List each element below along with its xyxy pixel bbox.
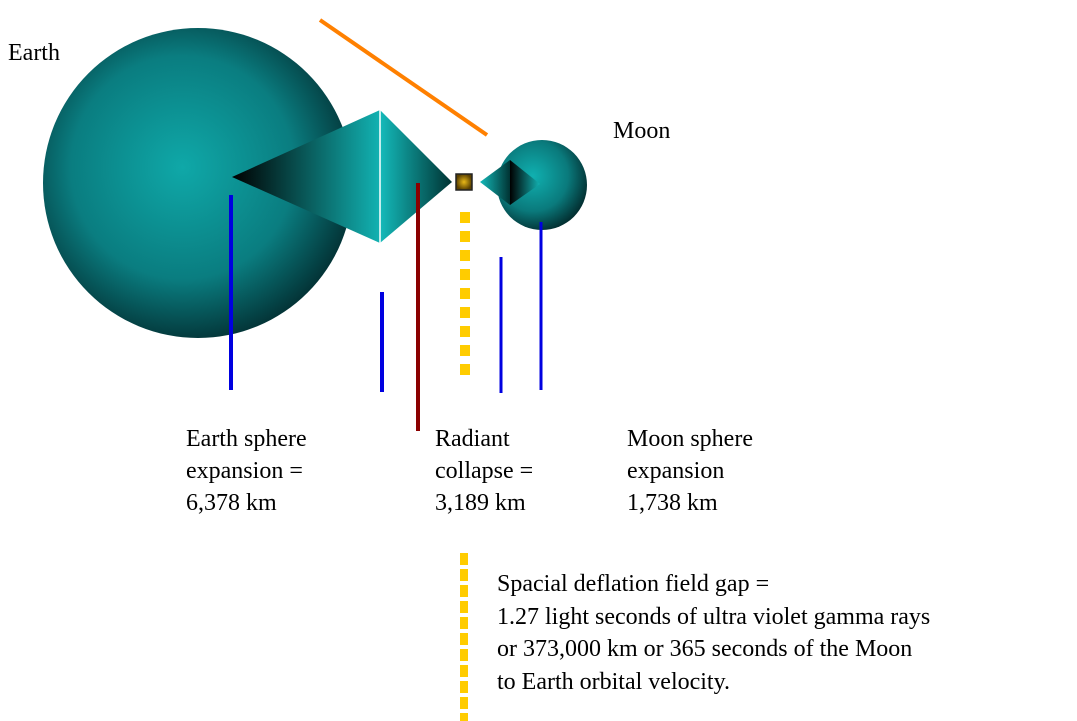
note: to Earth orbital velocity. bbox=[497, 669, 730, 695]
caption: 6,378 km bbox=[186, 490, 277, 516]
caption: Radiant bbox=[435, 426, 510, 452]
cone bbox=[232, 110, 380, 243]
caption: Moon sphere bbox=[627, 426, 753, 452]
caption: 1,738 km bbox=[627, 490, 718, 516]
cone bbox=[380, 110, 452, 243]
caption: expansion bbox=[627, 458, 724, 484]
cone bbox=[480, 160, 510, 205]
note: 1.27 light seconds of ultra violet gamma… bbox=[497, 604, 930, 630]
caption: expansion = bbox=[186, 458, 303, 484]
orange-line bbox=[318, 18, 489, 137]
caption: Earth sphere bbox=[186, 426, 307, 452]
moon bbox=[497, 140, 587, 230]
center-square bbox=[455, 173, 473, 191]
caption: 3,189 km bbox=[435, 490, 526, 516]
caption: collapse = bbox=[435, 458, 533, 484]
earth-label: Earth bbox=[8, 40, 60, 66]
moon-label: Moon bbox=[613, 118, 670, 144]
cone bbox=[510, 160, 540, 205]
note: or 373,000 km or 365 seconds of the Moon bbox=[497, 636, 912, 662]
note: Spacial deflation field gap = bbox=[497, 571, 769, 597]
earth bbox=[43, 28, 353, 338]
